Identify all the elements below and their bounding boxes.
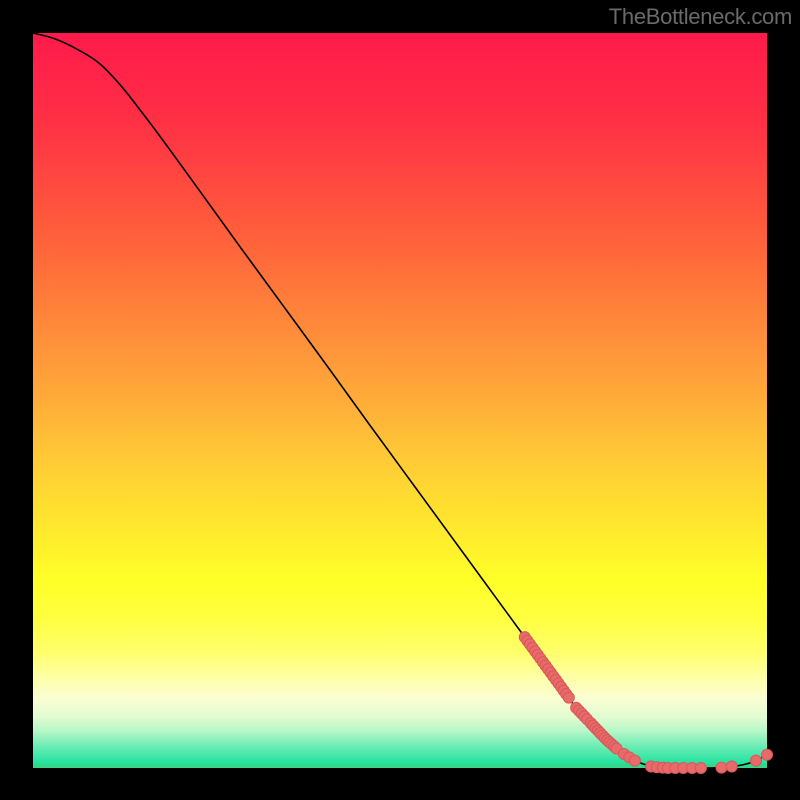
- data-point: [563, 692, 574, 703]
- data-point: [716, 762, 727, 773]
- data-point: [750, 755, 761, 766]
- data-point: [629, 755, 640, 766]
- bottleneck-chart: [0, 0, 800, 800]
- data-point: [695, 763, 706, 774]
- data-point: [762, 749, 773, 760]
- data-point: [726, 761, 737, 772]
- chart-background: [33, 33, 767, 764]
- watermark-text: TheBottleneck.com: [609, 4, 792, 30]
